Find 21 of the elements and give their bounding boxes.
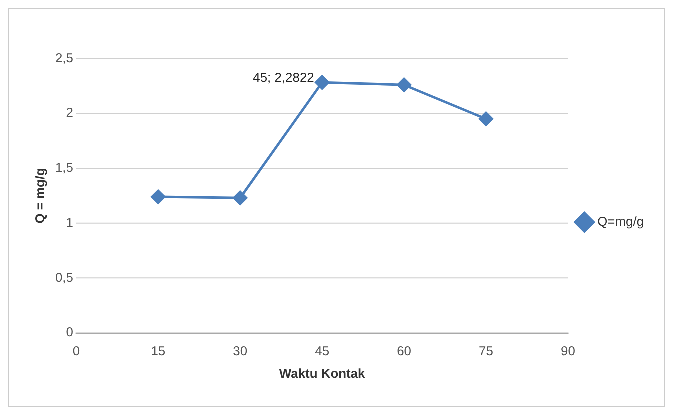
- legend-label: Q=mg/g: [598, 214, 644, 229]
- x-tick-label: 60: [397, 343, 412, 358]
- x-tick-label: 15: [151, 343, 166, 358]
- y-tick-label: 1,5: [55, 160, 74, 176]
- y-tick-label: 0,5: [55, 270, 74, 285]
- x-tick-label: 90: [560, 343, 576, 358]
- x-tick-label: 30: [233, 343, 248, 358]
- y-tick-label: 2: [66, 105, 74, 120]
- x-axis-title: Waktu Kontak: [279, 366, 366, 381]
- y-tick-label: 2,5: [55, 50, 74, 66]
- x-tick-label: 45: [315, 343, 330, 358]
- annotation: 45; 2,2822: [253, 70, 314, 86]
- point: [315, 75, 330, 90]
- y-tick-label: 0: [66, 324, 74, 340]
- point: [479, 112, 494, 126]
- point: [151, 190, 166, 204]
- x-tick-label: 75: [479, 343, 494, 358]
- y-axis-title: Q = mg/g: [32, 168, 48, 224]
- y-tick-label: 1: [66, 214, 74, 230]
- point: [397, 78, 412, 92]
- point: [233, 190, 248, 206]
